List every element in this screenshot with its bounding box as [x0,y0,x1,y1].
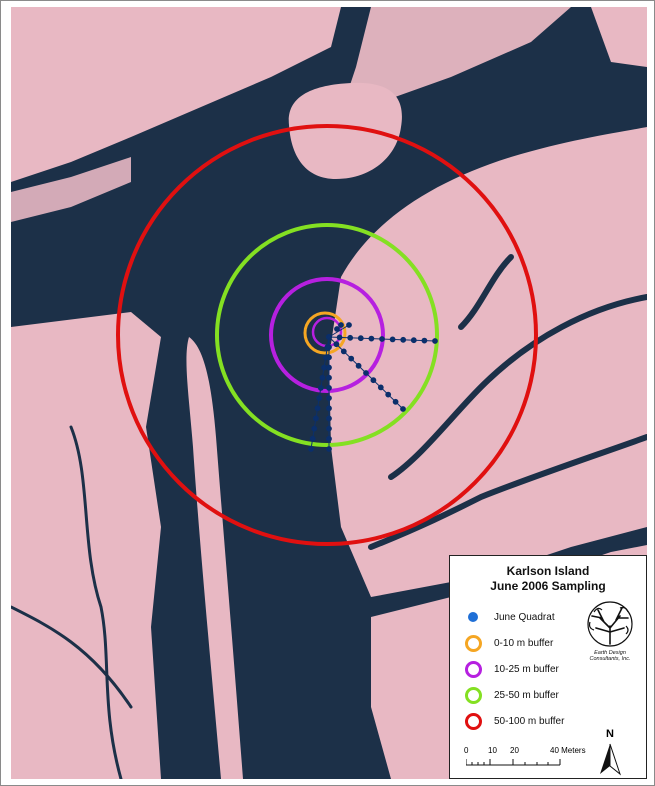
legend-item-buffer-25-50: 25-50 m buffer [464,686,559,704]
quadrat-point [319,374,326,381]
legend-label: 50-100 m buffer [494,715,565,727]
quadrat-point [348,355,355,362]
quadrat-point [400,336,407,343]
quadrat-point [392,398,399,405]
quadrat-point [340,348,347,355]
quadrat-point [326,415,332,422]
quadrat-point [311,425,318,432]
quadrat-point [363,370,369,376]
quadrat-point [355,362,362,369]
quadrat-point [326,364,332,371]
quadrat-point [326,446,332,452]
quadrat-point [326,395,332,401]
quadrat-dot-icon [468,612,478,622]
quadrat-point [321,364,327,371]
quadrat-point [326,405,332,412]
quadrat-point [326,385,332,391]
legend-title-line2: June 2006 Sampling [490,579,606,593]
tree-logo-icon [587,601,633,647]
legend-item-buffer-0-10: 0-10 m buffer [464,634,553,652]
map-legend: Karlson Island June 2006 Sampling June Q… [449,555,647,779]
scale-tick-20: 20 [510,746,519,755]
quadrat-point [338,322,344,328]
scale-bar-graphic [466,759,561,766]
quadrat-point [317,385,324,391]
quadrat-points [308,322,438,452]
quadrat-point [421,337,428,344]
legend-item-buffer-10-25: 10-25 m buffer [464,660,559,678]
quadrat-point [333,341,340,348]
quadrat-point [370,377,377,384]
red-ring-icon [464,712,482,730]
buffer-50-100m [116,124,538,546]
legend-label: 25-50 m buffer [494,689,559,701]
quadrat-point [316,395,323,401]
buffer-rings [116,124,538,546]
quadrat-point [313,415,319,422]
scale-tick-10: 10 [488,746,497,755]
legend-title-line1: Karlson Island [506,564,590,578]
purple-ring-icon [464,660,482,678]
north-label: N [606,728,614,740]
quadrat-point [336,334,343,341]
scale-tick-40: 40 Meters [550,746,586,755]
buffer-25-50m [215,223,439,447]
quadrat-point [400,406,406,412]
quadrat-point [324,344,331,351]
orange-ring-icon [464,634,482,652]
quadrat-point [377,384,384,391]
quadrat-point [347,334,354,341]
quadrat-point [326,334,332,340]
quadrat-point [314,405,321,412]
quadrat-point [410,337,417,344]
legend-item-quadrat: June Quadrat [464,608,555,626]
legend-label: 10-25 m buffer [494,663,559,675]
legend-label: 0-10 m buffer [494,637,554,649]
quadrat-point [334,326,340,332]
quadrat-point [389,336,396,343]
logo-line2: Consultants, Inc. [589,656,631,662]
north-arrow: N [598,728,628,776]
buffer-0-10m [303,311,347,355]
quadrat-point [308,446,314,452]
quadrat-point [346,322,352,328]
quadrat-point [326,435,332,442]
quadrat-point [432,338,438,344]
quadrat-point [368,335,375,342]
quadrat-point [379,336,385,342]
scale-tick-0: 0 [464,746,469,755]
buffer-10-25m [269,277,385,393]
scale-bar: 0 10 20 40 Meters [464,746,614,774]
logo-line1: Earth Design [594,650,626,656]
green-ring-icon [464,686,482,704]
quadrat-point [322,354,329,361]
company-logo: Earth Design Consultants, Inc. [580,598,640,668]
quadrat-point [326,425,332,432]
quadrat-point [326,374,332,381]
quadrat-transects [308,322,438,452]
quadrat-point [309,435,316,442]
quadrat-point [357,335,364,342]
north-arrow-icon [600,743,622,776]
quadrat-point [385,391,392,398]
legend-label: June Quadrat [494,611,555,623]
legend-item-buffer-50-100: 50-100 m buffer [464,712,564,730]
